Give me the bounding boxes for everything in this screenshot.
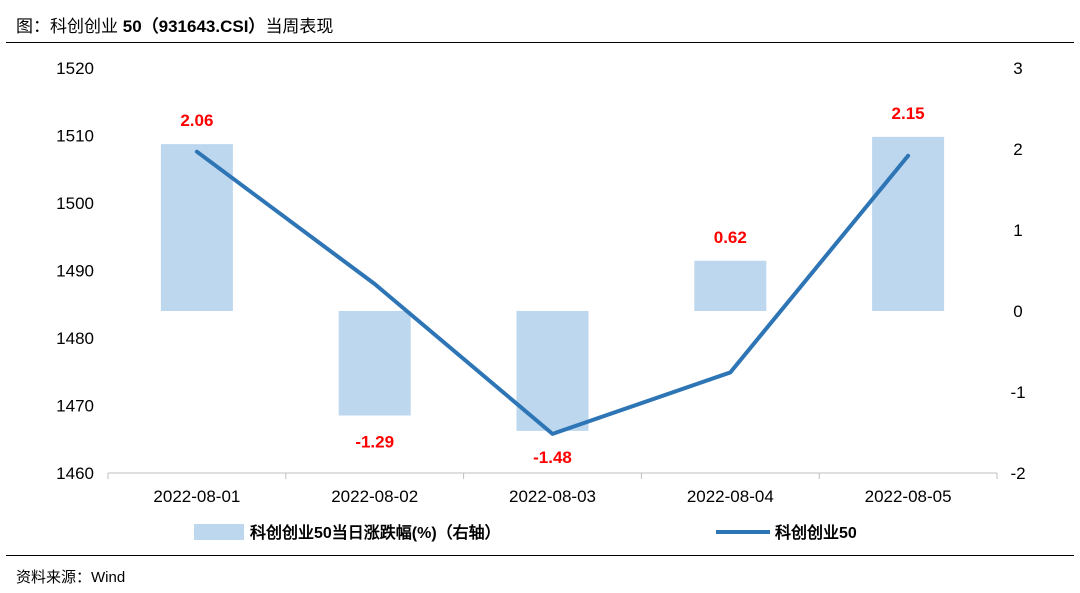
data-label: 2.06 bbox=[180, 111, 213, 130]
line-point bbox=[906, 154, 910, 158]
y-left-tick-label: 1520 bbox=[56, 59, 94, 78]
y-right-tick-label: 0 bbox=[1013, 302, 1022, 321]
figure-title: 图：科创创业 50（931643.CSI）当周表现 bbox=[16, 12, 333, 37]
data-label: 2.15 bbox=[892, 104, 925, 123]
bar bbox=[872, 136, 945, 311]
legend-swatch-bar bbox=[194, 524, 244, 540]
title-bold: 50（931643.CSI） bbox=[122, 17, 266, 36]
y-left-tick-label: 1510 bbox=[56, 127, 94, 146]
data-label: -1.48 bbox=[533, 448, 572, 467]
data-label: 0.62 bbox=[714, 228, 747, 247]
y-left-tick-label: 1460 bbox=[56, 464, 94, 483]
x-tick-label: 2022-08-05 bbox=[865, 487, 952, 506]
y-right-tick-label: 3 bbox=[1013, 59, 1022, 78]
bottom-rule bbox=[6, 555, 1074, 556]
line-point bbox=[728, 370, 732, 374]
y-left-tick-label: 1500 bbox=[56, 194, 94, 213]
top-rule bbox=[6, 42, 1074, 43]
y-left-tick-label: 1490 bbox=[56, 262, 94, 281]
bar bbox=[516, 311, 589, 431]
x-tick-label: 2022-08-01 bbox=[153, 487, 240, 506]
source-note: 资料来源：Wind bbox=[16, 569, 126, 586]
x-tick-label: 2022-08-03 bbox=[509, 487, 596, 506]
y-right-tick-label: 1 bbox=[1013, 221, 1022, 240]
y-right-tick-label: -2 bbox=[1010, 464, 1025, 483]
legend-label-bar: 科创创业50当日涨跌幅(%)（右轴） bbox=[250, 523, 501, 542]
y-left-tick-label: 1480 bbox=[56, 329, 94, 348]
title-prefix: 图：科创创业 bbox=[16, 17, 123, 36]
line-point bbox=[373, 282, 377, 286]
y-left-tick-label: 1470 bbox=[56, 397, 94, 416]
y-right-tick-label: 2 bbox=[1013, 140, 1022, 159]
line-point bbox=[195, 150, 199, 154]
line-point bbox=[551, 432, 554, 436]
bar bbox=[694, 260, 767, 311]
x-tick-label: 2022-08-02 bbox=[331, 487, 418, 506]
legend-label-line: 科创创业50 bbox=[775, 523, 857, 542]
x-tick-label: 2022-08-04 bbox=[687, 487, 774, 506]
bar bbox=[338, 311, 411, 416]
title-suffix: 当周表现 bbox=[265, 17, 334, 36]
data-label: -1.29 bbox=[355, 432, 394, 451]
y-right-tick-label: -1 bbox=[1010, 383, 1025, 402]
